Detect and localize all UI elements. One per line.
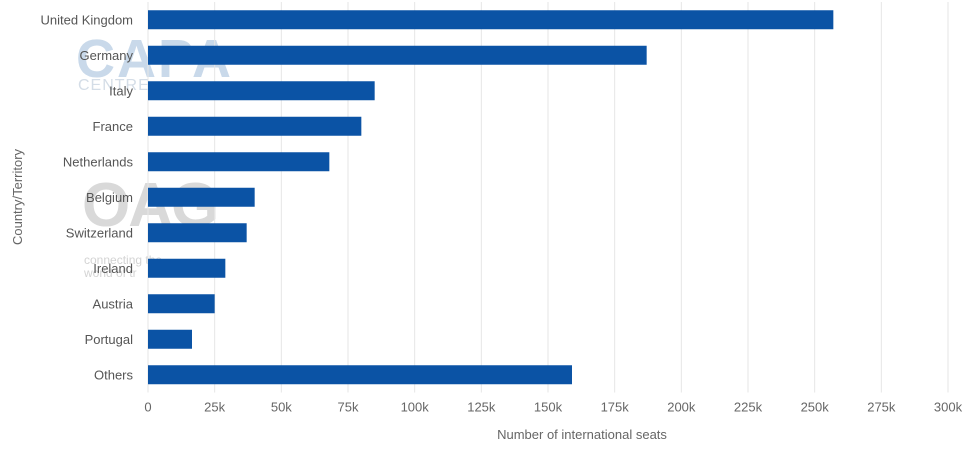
category-label: United Kingdom xyxy=(41,12,134,27)
bar-others xyxy=(148,365,572,385)
bar-belgium xyxy=(148,187,255,207)
x-tick-label: 50k xyxy=(271,400,292,415)
category-label: Others xyxy=(94,367,134,382)
category-label: Italy xyxy=(109,83,133,98)
x-tick-label: 250k xyxy=(801,400,830,415)
x-tick-label: 100k xyxy=(401,400,430,415)
bar-portugal xyxy=(148,329,192,349)
x-tick-label: 275k xyxy=(867,400,896,415)
x-tick-label: 0 xyxy=(144,400,151,415)
category-label: Germany xyxy=(80,48,134,63)
x-tick-label: 125k xyxy=(467,400,496,415)
x-tick-labels: 0 25k 50k 75k 100k 125k 150k 175k 200k 225k 250k 27… xyxy=(144,400,962,415)
x-tick-label: 225k xyxy=(734,400,763,415)
category-labels: United Kingdom Germany Italy France Netherla… xyxy=(41,12,134,382)
category-label: Netherlands xyxy=(63,154,134,169)
x-tick-label: 75k xyxy=(338,400,359,415)
category-label: Belgium xyxy=(86,190,133,205)
bar-germany xyxy=(148,45,647,65)
x-axis-title: Number of international seats xyxy=(497,427,667,442)
x-tick-label: 300k xyxy=(934,400,963,415)
bars xyxy=(148,10,834,385)
category-label: Ireland xyxy=(93,261,133,276)
bar-united-kingdom xyxy=(148,10,834,30)
category-label: Portugal xyxy=(85,332,134,347)
x-tick-label: 150k xyxy=(534,400,563,415)
x-tick-label: 25k xyxy=(204,400,225,415)
y-axis-title: Country/Territory xyxy=(10,148,25,245)
category-label: France xyxy=(93,119,133,134)
category-label: Austria xyxy=(93,296,134,311)
x-tick-label: 200k xyxy=(667,400,696,415)
bar-ireland xyxy=(148,258,226,278)
x-tick-label: 175k xyxy=(601,400,630,415)
category-label: Switzerland xyxy=(66,225,133,240)
bar-netherlands xyxy=(148,152,330,172)
bar-austria xyxy=(148,294,215,314)
bar-france xyxy=(148,116,362,136)
bar-italy xyxy=(148,81,375,101)
bar-switzerland xyxy=(148,223,247,243)
